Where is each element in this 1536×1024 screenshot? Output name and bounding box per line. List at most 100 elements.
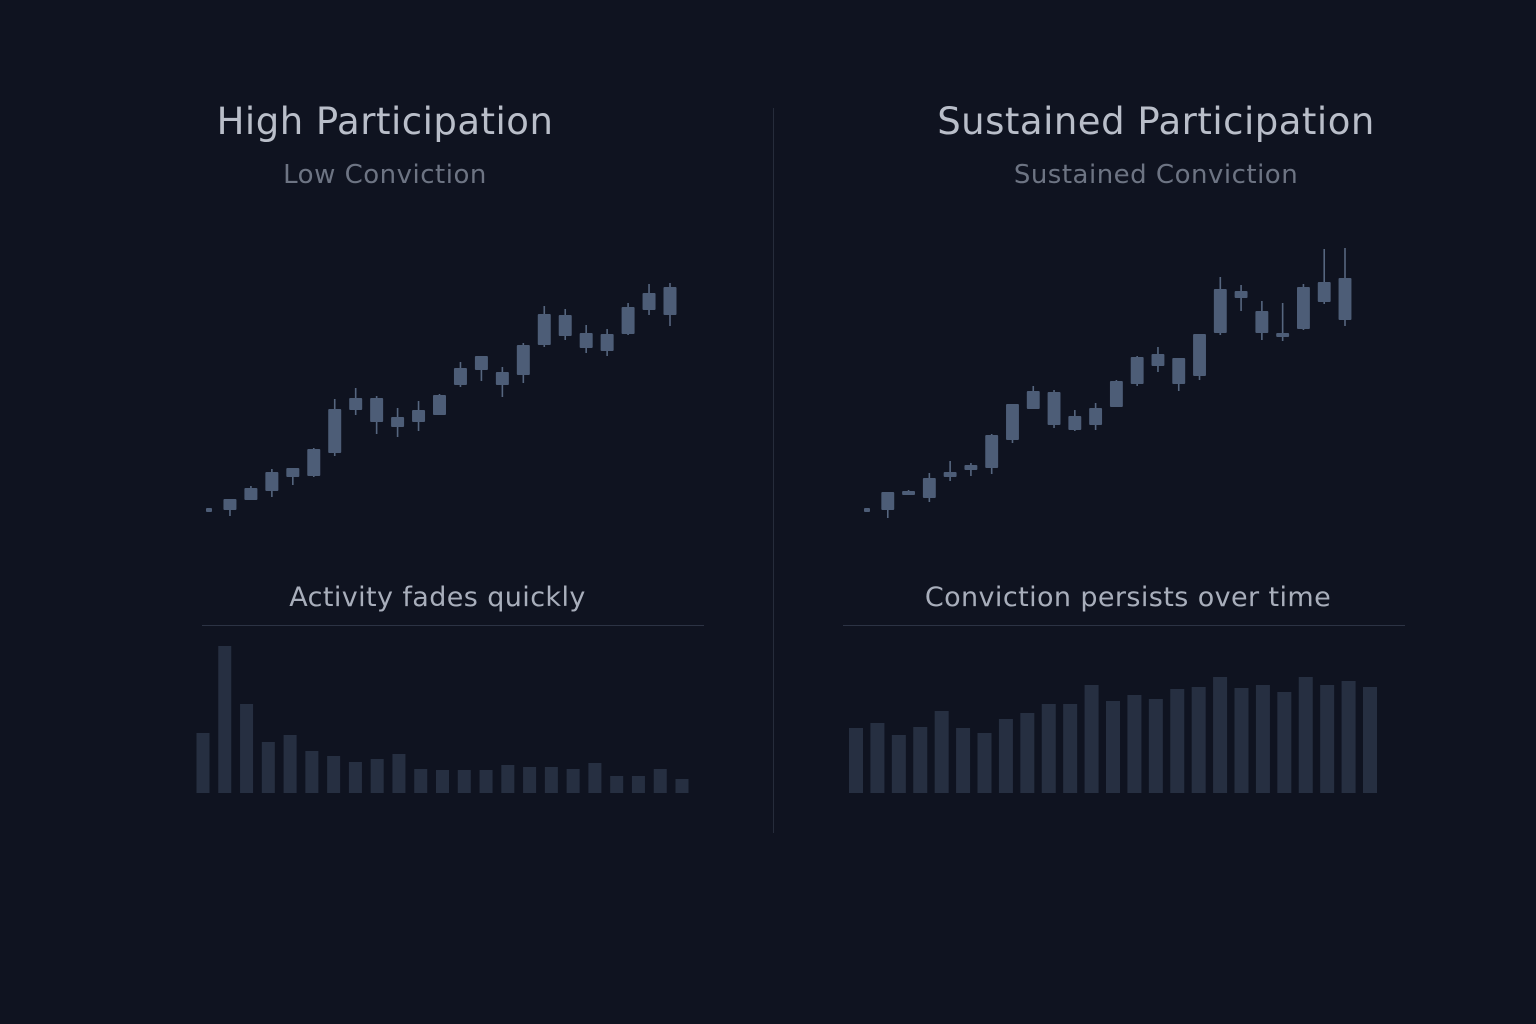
candle-body [495,372,509,385]
candle-body [1338,278,1352,320]
candle [1047,390,1061,428]
candle [943,461,957,481]
candle-body [1006,404,1019,440]
candle [642,284,656,315]
candle [1109,380,1123,407]
candle-body [1213,289,1227,333]
candle-body [391,417,405,427]
candle-body [1193,334,1206,376]
candle [1317,249,1331,304]
volume-bar [479,770,493,793]
volume-bar [870,723,885,793]
candle-body [579,333,593,348]
candle-body [663,287,677,315]
volume-bar [631,776,645,793]
candle [307,448,321,477]
volume-bar [1277,692,1292,793]
candle-body [1151,354,1165,366]
volume-bar [501,765,515,793]
candle-body [1026,391,1040,409]
candle-body [307,449,321,476]
candle-body [453,368,467,385]
candle [433,394,446,415]
candle [474,356,488,381]
candle [1276,303,1290,341]
volume-bar [457,770,471,793]
panel-divider [773,108,774,833]
candle-body [537,314,551,345]
candle [223,499,237,516]
candle-body [1089,408,1103,425]
candle [621,303,635,335]
volume-bar [934,711,949,793]
candle [600,329,614,356]
volume-bar [283,735,297,793]
candle [349,388,363,415]
volume-bar [348,762,362,793]
candle-body [922,478,936,498]
candle [265,469,279,497]
candle-body [206,508,212,512]
volume-bar [956,728,971,793]
right-volume-chart [849,677,1377,793]
volume-bar [370,759,384,793]
candle [244,486,258,500]
candle [964,463,978,476]
volume-bar [566,769,580,793]
candle [864,508,870,512]
volume-bar [913,727,928,793]
volume-bar [1191,687,1206,793]
right-title: Sustained Participation [937,100,1375,143]
candle-body [881,492,895,510]
candle [881,492,895,518]
volume-bar [1363,687,1377,793]
volume-bar [1063,704,1078,793]
candle [453,362,467,387]
candle-body [1172,358,1186,384]
candle [391,408,405,437]
candle [1130,356,1144,386]
volume-bar [436,770,449,793]
volume-bar [998,719,1013,793]
candle [1193,334,1206,380]
candle [579,325,593,353]
candle [1296,284,1310,330]
volume-bar [1148,699,1163,793]
left-title: High Participation [216,100,554,143]
candle [1151,347,1165,372]
candle [516,343,530,383]
candle [663,283,677,326]
volume-bar [1041,704,1056,793]
left-volume-chart [196,646,689,793]
candle [1068,410,1082,431]
candle [902,490,916,495]
left-subtitle: Low Conviction [283,160,487,190]
volume-bar [1106,701,1120,793]
candle [1172,358,1186,391]
candle-body [1068,416,1082,430]
candle [537,306,551,347]
candle-body [1296,287,1310,329]
volume-bar [544,767,558,793]
candle [922,473,936,502]
right-price-chart [864,248,1352,518]
candle [985,434,999,474]
volume-bar [1213,677,1228,793]
volume-bar [1341,681,1356,793]
candle-body [516,345,530,375]
candle-body [1130,357,1144,384]
candle-body [286,468,300,477]
volume-bar [849,728,863,793]
candle-body [943,472,957,477]
volume-bar [414,769,428,793]
volume-bar [218,646,232,793]
candle-body [1317,282,1331,302]
candle-body [600,334,614,351]
candle [495,367,509,397]
candle-body [902,491,916,495]
candle-body [349,398,363,410]
volume-bar [1020,713,1035,793]
candle-body [328,409,342,453]
candle [328,399,342,456]
